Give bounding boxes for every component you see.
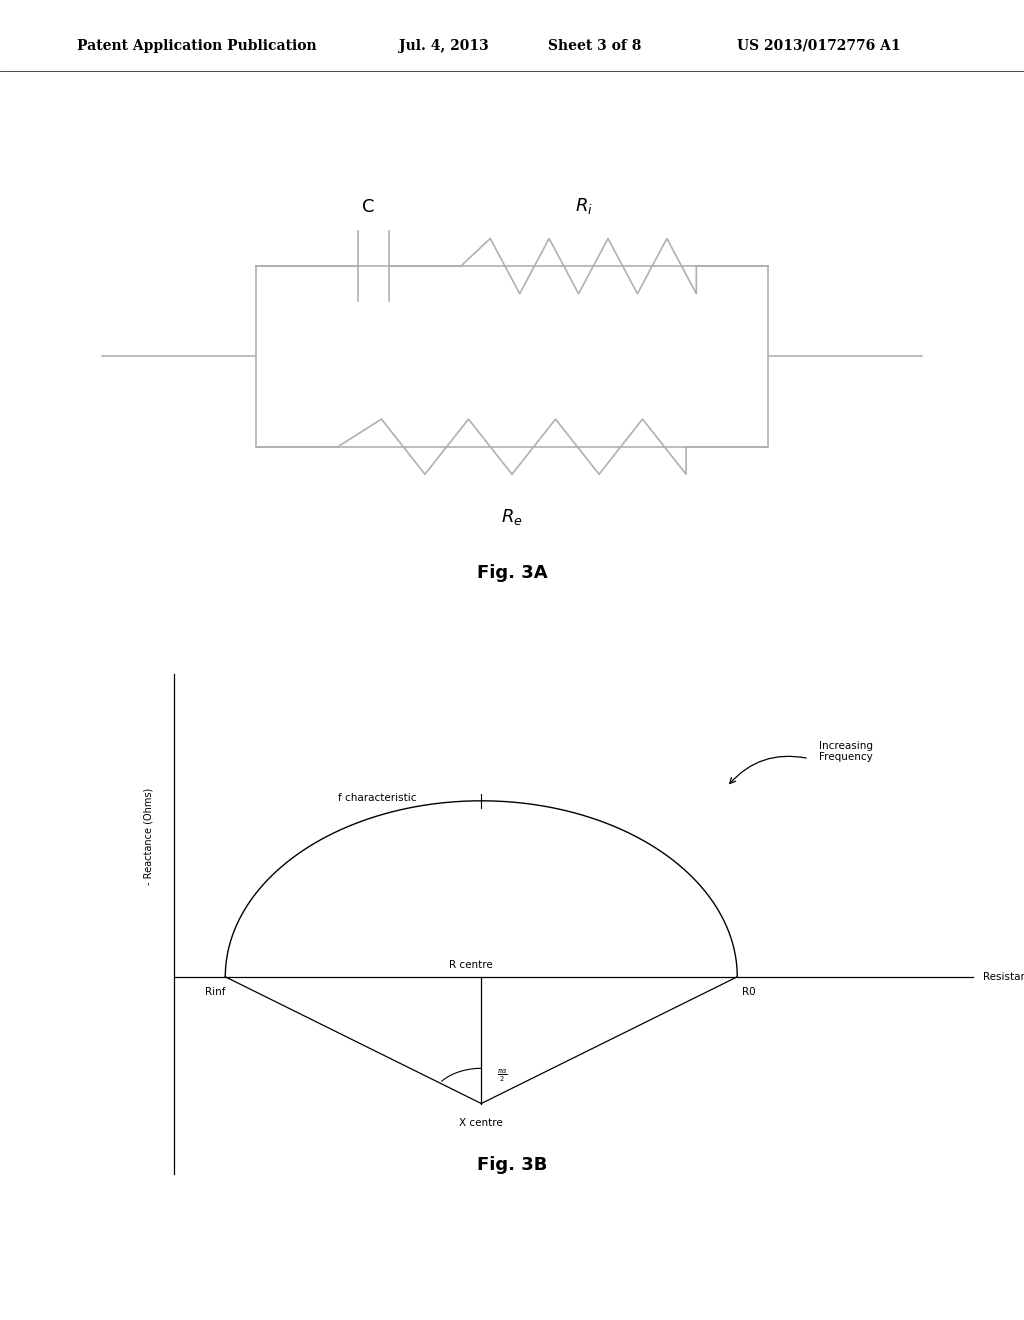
Text: Patent Application Publication: Patent Application Publication <box>77 38 316 53</box>
Text: $R_e$: $R_e$ <box>501 507 523 527</box>
Text: X centre: X centre <box>460 1118 503 1127</box>
Text: R centre: R centre <box>450 960 493 970</box>
Text: C: C <box>362 198 375 216</box>
Text: - Reactance (Ohms): - Reactance (Ohms) <box>143 787 154 884</box>
Text: Jul. 4, 2013: Jul. 4, 2013 <box>399 38 489 53</box>
Text: $R_i$: $R_i$ <box>574 195 593 216</box>
Text: Resistance (Ohms): Resistance (Ohms) <box>983 972 1024 982</box>
Text: US 2013/0172776 A1: US 2013/0172776 A1 <box>737 38 901 53</box>
Text: Fig. 3A: Fig. 3A <box>477 564 547 582</box>
Text: $\frac{\pi\alpha}{2}$: $\frac{\pi\alpha}{2}$ <box>497 1067 507 1084</box>
Text: Increasing
Frequency: Increasing Frequency <box>819 741 873 763</box>
Text: Rinf: Rinf <box>205 987 225 998</box>
Text: f characteristic: f characteristic <box>338 792 416 803</box>
Text: Sheet 3 of 8: Sheet 3 of 8 <box>548 38 641 53</box>
Text: R0: R0 <box>742 987 756 998</box>
Text: Fig. 3B: Fig. 3B <box>477 1156 547 1173</box>
